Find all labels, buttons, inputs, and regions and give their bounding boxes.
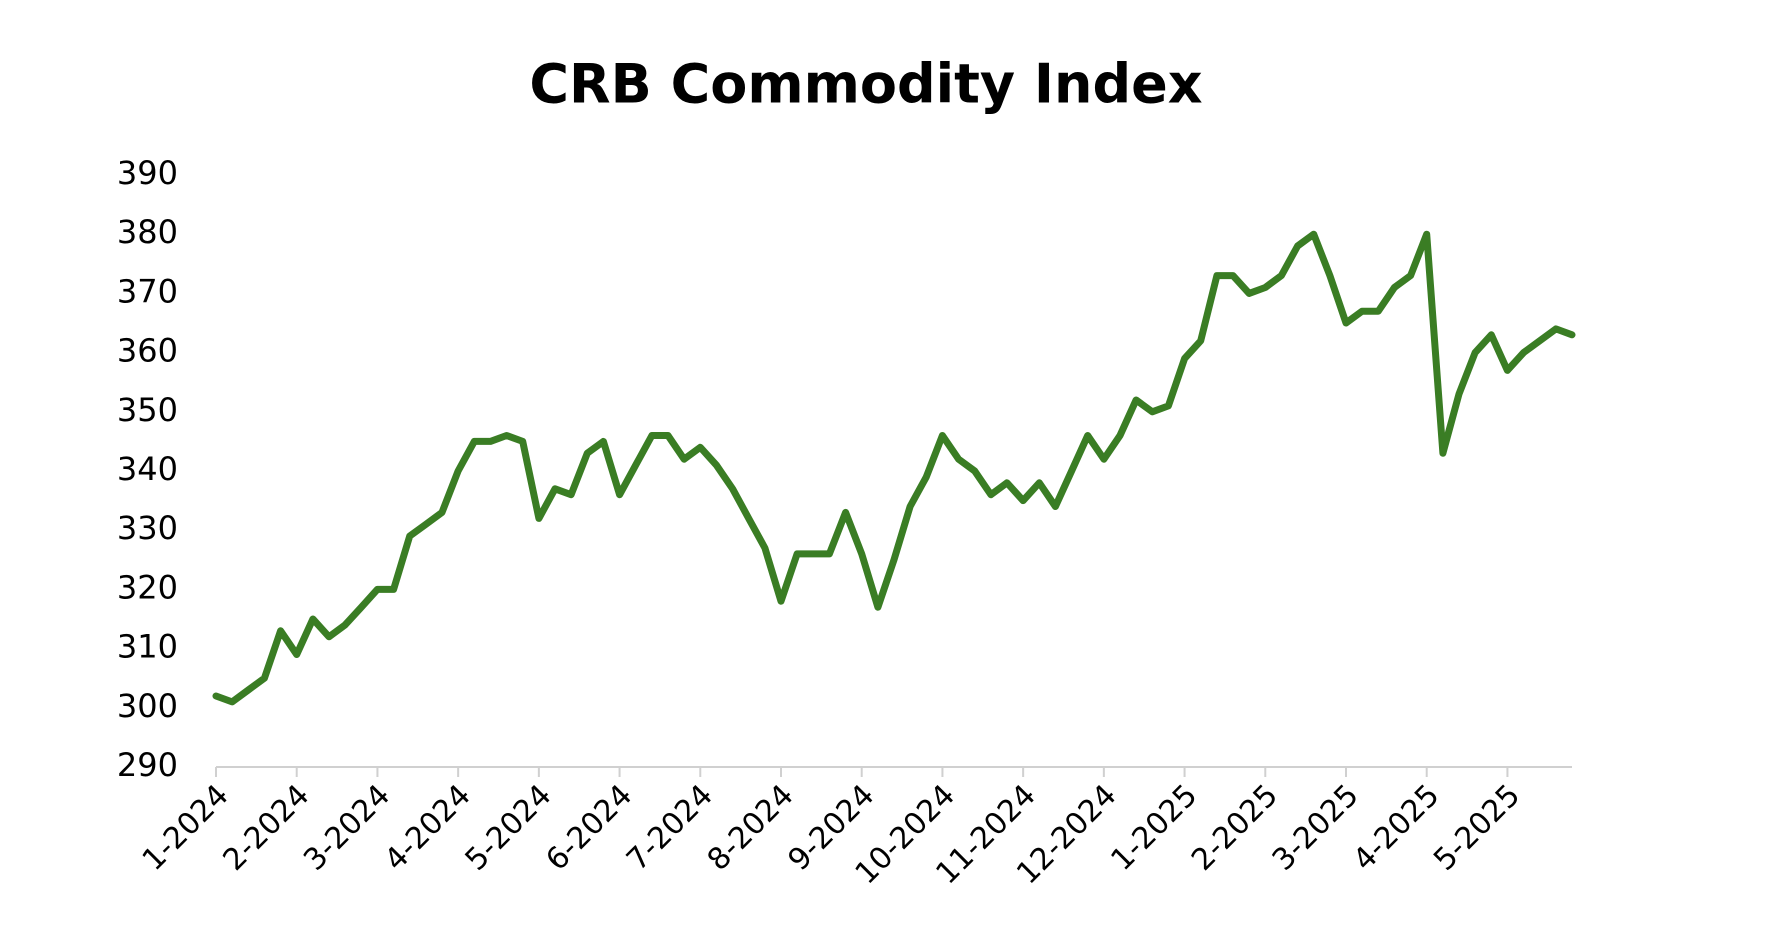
chart-title: CRB Commodity Index — [529, 53, 1202, 116]
y-tick-label: 370 — [117, 272, 178, 310]
x-tick-label: 5-2024 — [459, 778, 559, 878]
y-tick-label: 350 — [117, 391, 178, 429]
x-tick-label: 1-2025 — [1104, 778, 1204, 878]
y-tick-label: 290 — [117, 746, 178, 784]
x-tick-label: 4-2025 — [1346, 778, 1446, 878]
x-tick-label: 4-2024 — [378, 778, 478, 878]
x-tick-label: 2-2024 — [216, 778, 316, 878]
y-tick-label: 330 — [117, 509, 178, 547]
y-tick-label: 390 — [117, 154, 178, 192]
data-line — [212, 230, 1576, 706]
y-tick-label: 380 — [117, 213, 178, 251]
y-tick-label: 340 — [117, 450, 178, 488]
x-tick-label: 1-2024 — [136, 778, 236, 878]
y-tick-label: 310 — [117, 628, 178, 666]
y-tick-label: 320 — [117, 568, 178, 606]
x-tick-label: 6-2024 — [539, 778, 639, 878]
y-tick-label: 360 — [117, 332, 178, 370]
y-tick-label: 300 — [117, 687, 178, 725]
x-tick-label: 2-2025 — [1185, 778, 1285, 878]
x-tick-label: 5-2025 — [1427, 778, 1527, 878]
x-tick-label: 7-2024 — [620, 778, 720, 878]
x-tick-label: 3-2024 — [297, 778, 397, 878]
x-tick-label: 3-2025 — [1266, 778, 1366, 878]
x-tick-label: 8-2024 — [701, 778, 801, 878]
